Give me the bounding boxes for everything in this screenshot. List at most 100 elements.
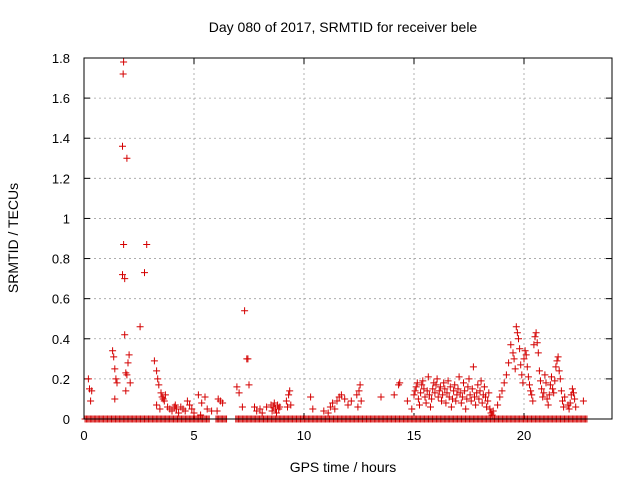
data-point bbox=[126, 379, 134, 387]
data-point bbox=[120, 58, 128, 66]
data-point bbox=[344, 401, 352, 409]
data-point bbox=[457, 399, 465, 407]
data-point bbox=[549, 385, 557, 393]
data-point bbox=[412, 383, 420, 391]
data-point bbox=[439, 391, 447, 399]
data-point bbox=[472, 401, 480, 409]
data-point bbox=[476, 387, 484, 395]
data-point bbox=[438, 397, 445, 405]
data-point bbox=[539, 393, 547, 401]
data-point bbox=[136, 323, 144, 331]
data-point bbox=[513, 329, 521, 337]
data-point bbox=[203, 405, 211, 413]
data-point bbox=[273, 409, 280, 417]
data-point bbox=[425, 391, 433, 399]
data-point bbox=[337, 391, 345, 399]
data-point bbox=[422, 399, 430, 407]
data-point bbox=[256, 405, 264, 413]
data-point bbox=[423, 387, 431, 395]
data-point bbox=[510, 355, 518, 363]
data-point bbox=[276, 403, 284, 411]
data-point bbox=[458, 393, 466, 401]
data-point bbox=[465, 375, 473, 383]
data-point bbox=[538, 385, 546, 393]
data-point bbox=[181, 407, 189, 415]
data-point bbox=[428, 395, 436, 403]
data-point bbox=[494, 401, 502, 409]
data-point bbox=[424, 373, 432, 381]
data-point bbox=[526, 381, 533, 389]
data-point bbox=[324, 409, 332, 417]
data-point bbox=[528, 391, 536, 399]
data-point bbox=[542, 379, 550, 387]
data-point bbox=[434, 393, 442, 401]
data-point bbox=[390, 391, 398, 399]
data-point bbox=[201, 393, 209, 401]
data-point bbox=[119, 271, 126, 279]
data-point bbox=[171, 401, 179, 409]
grid bbox=[84, 58, 612, 419]
data-point bbox=[183, 397, 191, 405]
data-point bbox=[119, 70, 127, 78]
data-point bbox=[326, 403, 334, 411]
data-point bbox=[521, 347, 529, 355]
data-point bbox=[421, 393, 429, 401]
data-point bbox=[517, 361, 525, 369]
data-point bbox=[436, 383, 444, 391]
y-axis: 0 0.2 0.4 0.6 0.8 1 1.2 1.4 1.6 1.8 bbox=[52, 51, 612, 427]
data-point bbox=[537, 377, 544, 385]
data-point bbox=[450, 387, 458, 395]
data-point bbox=[113, 379, 121, 387]
data-point bbox=[245, 381, 253, 389]
data-point bbox=[433, 375, 441, 383]
data-point bbox=[478, 399, 486, 407]
data-point bbox=[377, 393, 385, 401]
data-point bbox=[554, 353, 562, 361]
data-point bbox=[509, 349, 517, 357]
data-point bbox=[413, 379, 421, 387]
data-point bbox=[143, 241, 151, 249]
data-point bbox=[461, 387, 469, 395]
data-point bbox=[414, 395, 422, 403]
data-point bbox=[309, 405, 317, 413]
data-point bbox=[84, 375, 92, 383]
data-point bbox=[427, 403, 434, 411]
data-point bbox=[519, 379, 527, 387]
data-point bbox=[544, 401, 552, 409]
data-point bbox=[516, 345, 524, 353]
data-points bbox=[81, 58, 591, 423]
data-point bbox=[522, 351, 530, 359]
data-point bbox=[454, 385, 462, 393]
y-tick-label: 1.6 bbox=[52, 91, 70, 106]
y-tick-label: 1.4 bbox=[52, 131, 70, 146]
data-point bbox=[489, 407, 497, 415]
data-point bbox=[523, 363, 531, 371]
data-point bbox=[572, 403, 580, 411]
data-point bbox=[561, 393, 569, 401]
data-point bbox=[122, 387, 130, 395]
x-tick-label: 10 bbox=[297, 428, 311, 443]
data-point bbox=[469, 363, 477, 371]
x-tick-label: 0 bbox=[80, 428, 87, 443]
y-tick-label: 0.2 bbox=[52, 372, 70, 387]
data-point bbox=[545, 391, 553, 399]
data-point bbox=[186, 401, 194, 409]
data-point bbox=[124, 359, 132, 367]
data-point bbox=[121, 331, 129, 339]
data-point bbox=[432, 381, 440, 389]
data-point bbox=[411, 387, 419, 395]
data-point bbox=[141, 269, 148, 277]
data-point bbox=[552, 363, 560, 371]
data-point bbox=[520, 355, 528, 363]
data-point bbox=[329, 399, 337, 407]
data-point bbox=[353, 391, 361, 399]
data-point bbox=[417, 389, 425, 397]
data-point bbox=[518, 371, 526, 379]
y-tick-label: 0 bbox=[63, 412, 70, 427]
data-point bbox=[168, 407, 176, 415]
data-point bbox=[194, 391, 202, 399]
data-point bbox=[551, 377, 559, 385]
data-point bbox=[568, 385, 576, 393]
